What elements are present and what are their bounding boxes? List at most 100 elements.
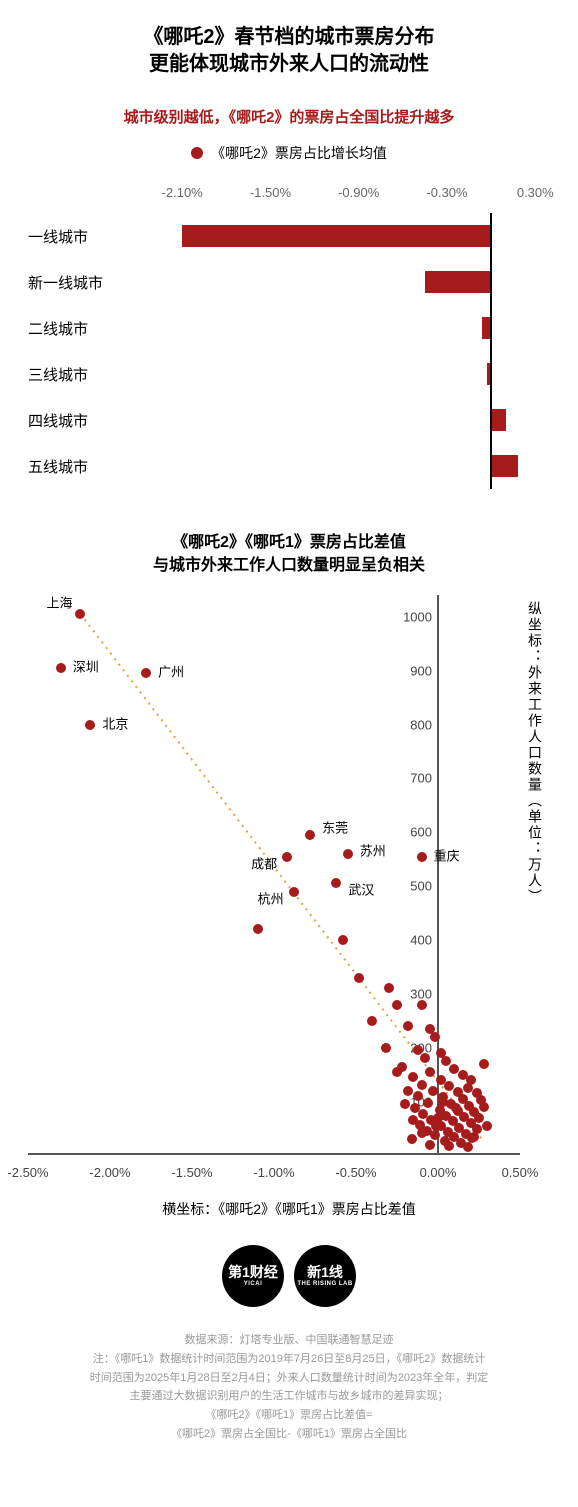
bar-chart-legend: 《哪吒2》票房占比增长均值 bbox=[28, 143, 550, 163]
logo-rising-lab: 新1线 THE RISING LAB bbox=[294, 1245, 356, 1307]
bar-row: 五线城市 bbox=[28, 443, 550, 489]
scatter-point-labeled bbox=[85, 720, 95, 730]
scatter-y-tick: 700 bbox=[410, 771, 432, 786]
scatter-y-tick: 500 bbox=[410, 879, 432, 894]
scatter-x-tick: -1.50% bbox=[171, 1165, 212, 1180]
scatter-y-tick: 1000 bbox=[403, 609, 432, 624]
scatter-city-label: 北京 bbox=[102, 713, 128, 732]
bar-rect bbox=[487, 363, 491, 385]
legend-dot-icon bbox=[191, 147, 203, 159]
scatter-point-labeled bbox=[141, 668, 151, 678]
scatter-point-labeled bbox=[75, 609, 85, 619]
bar-category-label: 一线城市 bbox=[28, 226, 138, 247]
scatter-x-tick: -2.50% bbox=[7, 1165, 48, 1180]
footer-note-line: 主要通过大数据识别用户的生活工作城市与故乡城市的差异实现； bbox=[22, 1387, 556, 1406]
bar-category-label: 新一线城市 bbox=[28, 272, 138, 293]
scatter-point bbox=[474, 1113, 484, 1123]
bar-chart-legend-label: 《哪吒2》票房占比增长均值 bbox=[211, 143, 387, 163]
scatter-zero-line bbox=[437, 595, 439, 1155]
bar-rect bbox=[182, 225, 491, 247]
scatter-city-label: 武汉 bbox=[348, 880, 374, 899]
scatter-point bbox=[408, 1072, 418, 1082]
footer-note-line: 《哪吒2》《哪吒1》票房占比差值= bbox=[22, 1406, 556, 1425]
scatter-point bbox=[408, 1115, 418, 1125]
logo-yicai: 第1财经 YICAI bbox=[222, 1245, 284, 1307]
bar-row: 新一线城市 bbox=[28, 259, 550, 305]
scatter-point-labeled bbox=[417, 852, 427, 862]
scatter-point bbox=[384, 983, 394, 993]
scatter-title-line-2: 与城市外来工作人口数量明显呈负相关 bbox=[153, 557, 425, 574]
scatter-point bbox=[420, 1053, 430, 1063]
scatter-point bbox=[381, 1043, 391, 1053]
scatter-point-labeled bbox=[56, 663, 66, 673]
scatter-city-label: 上海 bbox=[46, 593, 72, 612]
bar-x-tick: 0.30% bbox=[517, 185, 554, 200]
scatter-point-labeled bbox=[282, 852, 292, 862]
scatter-point-labeled bbox=[331, 878, 341, 888]
scatter-y-tick: 900 bbox=[410, 663, 432, 678]
scatter-x-tick: 0.00% bbox=[420, 1165, 457, 1180]
bar-chart: -2.10%-1.50%-0.90%-0.30%0.30% 一线城市新一线城市二… bbox=[28, 185, 550, 489]
scatter-point bbox=[482, 1121, 492, 1131]
bar-category-label: 四线城市 bbox=[28, 410, 138, 431]
bar-row: 二线城市 bbox=[28, 305, 550, 351]
bar-rect bbox=[425, 271, 491, 293]
scatter-point bbox=[423, 1098, 433, 1108]
bar-row: 三线城市 bbox=[28, 351, 550, 397]
scatter-point-labeled bbox=[305, 830, 315, 840]
scatter-y-tick: 600 bbox=[410, 825, 432, 840]
scatter-x-axis-line bbox=[28, 1153, 520, 1155]
scatter-point bbox=[425, 1067, 435, 1077]
bar-category-label: 二线城市 bbox=[28, 318, 138, 339]
scatter-city-label: 深圳 bbox=[73, 657, 99, 676]
bar-rect bbox=[491, 455, 517, 477]
bar-row: 一线城市 bbox=[28, 213, 550, 259]
scatter-point bbox=[479, 1059, 489, 1069]
scatter-x-axis-label: 横坐标：《哪吒2》《哪吒1》票房占比差值 bbox=[28, 1199, 550, 1219]
scatter-city-label: 东莞 bbox=[322, 817, 348, 836]
scatter-point bbox=[428, 1086, 438, 1096]
scatter-point bbox=[438, 1097, 448, 1107]
bar-chart-subtitle: 城市级别越低，《哪吒2》的票房占全国比提升越多 bbox=[28, 106, 550, 127]
scatter-point bbox=[441, 1056, 451, 1066]
logos-row: 第1财经 YICAI 新1线 THE RISING LAB bbox=[28, 1245, 550, 1307]
bar-category-label: 五线城市 bbox=[28, 456, 138, 477]
scatter-point bbox=[367, 1016, 377, 1026]
scatter-point bbox=[425, 1140, 435, 1150]
scatter-point bbox=[400, 1099, 410, 1109]
scatter-city-label: 苏州 bbox=[360, 840, 386, 859]
scatter-point bbox=[354, 973, 364, 983]
scatter-chart-title: 《哪吒2》《哪吒1》票房占比差值 与城市外来工作人口数量明显呈负相关 bbox=[28, 531, 550, 577]
bar-rect bbox=[491, 409, 506, 431]
scatter-y-tick: 400 bbox=[410, 932, 432, 947]
scatter-point bbox=[463, 1083, 473, 1093]
scatter-point bbox=[431, 1121, 441, 1131]
scatter-y-tick: 800 bbox=[410, 717, 432, 732]
footer-notes: 数据来源：灯塔专业版、中国联通智慧足迹注：《哪吒1》数据统计时间范围为2019年… bbox=[0, 1331, 578, 1471]
bar-x-tick: -0.30% bbox=[426, 185, 467, 200]
scatter-point bbox=[451, 1103, 461, 1113]
scatter-y-axis-label: 纵坐标：外来工作人口数量（单位：万人） bbox=[525, 601, 545, 905]
scatter-city-label: 广州 bbox=[158, 662, 184, 681]
scatter-x-tick: -1.00% bbox=[253, 1165, 294, 1180]
title-line-2: 更能体现城市外来人口的流动性 bbox=[149, 53, 429, 75]
scatter-point bbox=[403, 1021, 413, 1031]
scatter-point bbox=[407, 1134, 417, 1144]
scatter-point bbox=[417, 1080, 427, 1090]
scatter-point bbox=[338, 935, 348, 945]
scatter-city-label: 杭州 bbox=[258, 888, 284, 907]
footer-note-line: 时间范围为2025年1月28日至2月4日；外来人口数量统计时间为2023年全年，… bbox=[22, 1369, 556, 1388]
scatter-point-labeled bbox=[289, 887, 299, 897]
scatter-x-tick: 0.50% bbox=[502, 1165, 539, 1180]
bar-category-label: 三线城市 bbox=[28, 364, 138, 385]
scatter-point bbox=[392, 1000, 402, 1010]
scatter-point bbox=[392, 1067, 402, 1077]
bar-x-tick: -0.90% bbox=[338, 185, 379, 200]
bar-x-tick: -2.10% bbox=[162, 185, 203, 200]
scatter-point bbox=[417, 1000, 427, 1010]
footer-note-line: 注：《哪吒1》数据统计时间范围为2019年7月26日至8月25日，《哪吒2》数据… bbox=[22, 1350, 556, 1369]
scatter-x-tick: -0.50% bbox=[335, 1165, 376, 1180]
scatter-point bbox=[479, 1102, 489, 1112]
scatter-point bbox=[463, 1142, 473, 1152]
page-title: 《哪吒2》春节档的城市票房分布 更能体现城市外来人口的流动性 bbox=[28, 24, 550, 78]
